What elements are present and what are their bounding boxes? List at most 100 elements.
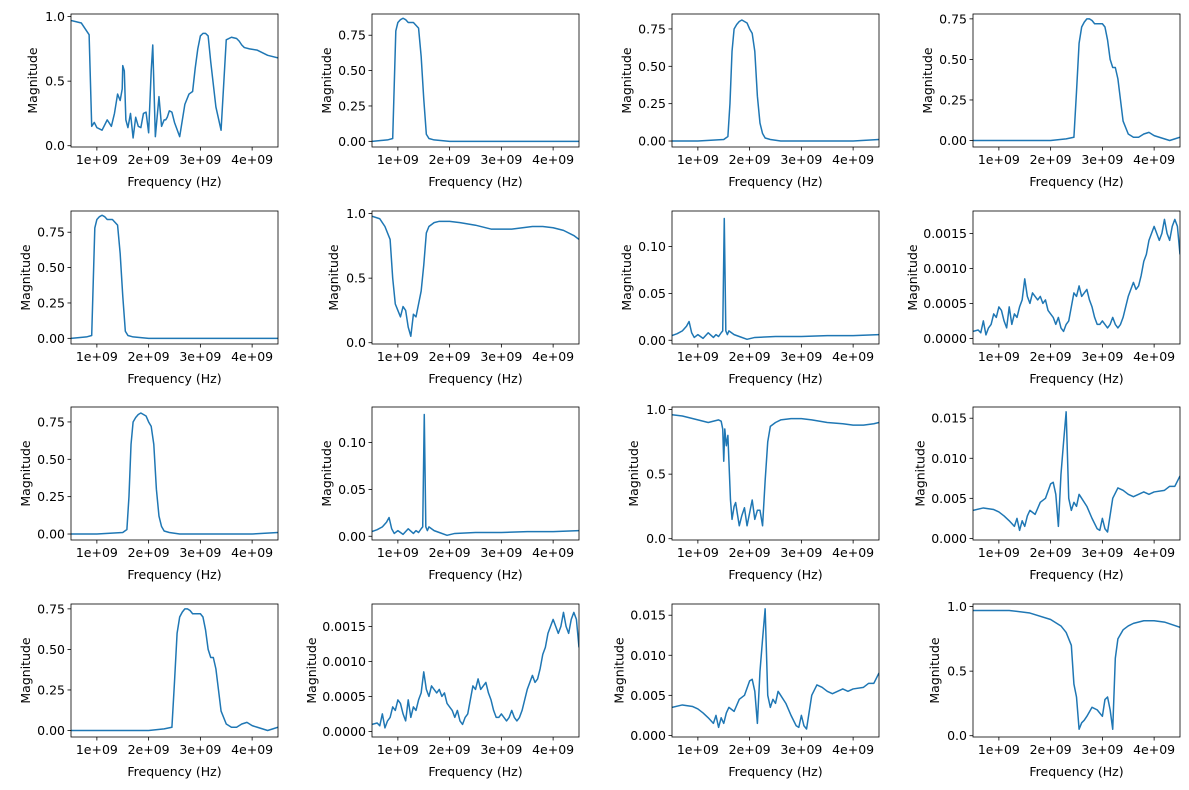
x-axis-label: Frequency (Hz) <box>1029 764 1123 779</box>
subplot-2: 1e+09 2e+09 3e+09 4e+09 0.00 0.25 0.50 0.75 Freq… <box>319 13 580 189</box>
y-tick-label: 0.000 <box>630 728 666 743</box>
y-tick-label: 0.50 <box>37 260 65 275</box>
axes-frame <box>972 13 1181 148</box>
subplot-15: 1e+09 2e+09 3e+09 4e+09 0.000 0.005 0.010 0.015… <box>612 603 880 779</box>
subplot-7: 1e+09 2e+09 3e+09 4e+09 0.00 0.05 0.10 Frequenc… <box>619 210 880 386</box>
x-tick-label: 4e+09 <box>231 152 273 167</box>
x-axis-label: Frequency (Hz) <box>728 764 822 779</box>
data-line <box>672 414 879 527</box>
y-tick-label: 0.015 <box>931 411 967 426</box>
x-tick-label: 2e+09 <box>429 545 471 560</box>
x-axis-label: Frequency (Hz) <box>127 371 221 386</box>
x-tick-label: 4e+09 <box>1133 545 1175 560</box>
subplot-10: 1e+09 2e+09 3e+09 4e+09 0.00 0.05 0.10 Frequenc… <box>319 406 580 582</box>
x-tick-label: 3e+09 <box>780 545 822 560</box>
y-axis-label: Magnitude <box>319 440 334 507</box>
x-tick-label: 3e+09 <box>1081 152 1123 167</box>
data-line <box>672 608 879 730</box>
x-tick-label: 3e+09 <box>780 152 822 167</box>
axes-frame <box>671 406 880 541</box>
y-axis-label: Magnitude <box>304 637 319 704</box>
y-tick-label: 1.0 <box>947 599 967 614</box>
x-axis-label: Frequency (Hz) <box>428 567 522 582</box>
y-tick-label: 0.00 <box>37 723 65 738</box>
x-tick-label: 1e+09 <box>377 349 419 364</box>
y-tick-label: 0.0015 <box>322 619 366 634</box>
subplot-3: 1e+09 2e+09 3e+09 4e+09 0.00 0.25 0.50 0.75 Freq… <box>619 13 880 189</box>
y-tick-label: 0.00 <box>37 331 65 346</box>
x-tick-label: 3e+09 <box>780 742 822 757</box>
y-tick-label: 0.25 <box>939 92 967 107</box>
y-tick-label: 0.010 <box>931 451 967 466</box>
x-tick-label: 4e+09 <box>832 349 874 364</box>
subplot-8: 1e+09 2e+09 3e+09 4e+09 0.0000 0.0005 0.0010 0.… <box>905 210 1181 386</box>
x-tick-label: 4e+09 <box>532 349 574 364</box>
x-axis-label: Frequency (Hz) <box>728 567 822 582</box>
x-tick-label: 3e+09 <box>480 152 522 167</box>
x-tick-label: 1e+09 <box>677 349 719 364</box>
x-axis-label: Frequency (Hz) <box>1029 567 1123 582</box>
y-tick-label: 0.00 <box>338 529 366 544</box>
y-tick-label: 0.25 <box>638 96 666 111</box>
x-tick-label: 1e+09 <box>76 349 118 364</box>
axes-frame <box>70 406 279 541</box>
y-tick-label: 0.50 <box>37 642 65 657</box>
y-tick-label: 0.0000 <box>322 724 366 739</box>
data-line <box>672 217 879 341</box>
data-line <box>372 17 579 143</box>
x-tick-label: 2e+09 <box>128 545 170 560</box>
subplot-5: 1e+09 2e+09 3e+09 4e+09 0.00 0.25 0.50 0.75 Freq… <box>18 210 279 386</box>
x-tick-label: 2e+09 <box>729 349 771 364</box>
axes-frame <box>70 210 279 345</box>
x-tick-label: 1e+09 <box>76 742 118 757</box>
subplot-4: 1e+09 2e+09 3e+09 4e+09 0.00 0.25 0.50 0.75 Freq… <box>920 11 1181 189</box>
data-line <box>973 218 1180 336</box>
x-tick-label: 4e+09 <box>231 545 273 560</box>
axes-frame <box>70 13 279 148</box>
x-tick-label: 2e+09 <box>1030 742 1072 757</box>
y-axis-label: Magnitude <box>920 47 935 114</box>
y-tick-label: 0.0 <box>947 728 967 743</box>
x-tick-label: 3e+09 <box>179 152 221 167</box>
x-tick-label: 4e+09 <box>832 742 874 757</box>
axes-frame <box>371 210 580 345</box>
y-tick-label: 0.25 <box>338 98 366 113</box>
x-tick-label: 1e+09 <box>377 152 419 167</box>
subplot-13: 1e+09 2e+09 3e+09 4e+09 0.00 0.25 0.50 0.75 Freq… <box>18 601 279 779</box>
y-tick-label: 0.10 <box>638 239 666 254</box>
data-line <box>372 413 579 537</box>
y-tick-label: 0.50 <box>939 52 967 67</box>
x-tick-label: 2e+09 <box>1030 545 1072 560</box>
y-tick-label: 0.25 <box>37 295 65 310</box>
y-tick-label: 0.0010 <box>322 654 366 669</box>
y-axis-label: Magnitude <box>927 637 942 704</box>
y-tick-label: 0.000 <box>931 531 967 546</box>
y-tick-label: 0.5 <box>346 271 366 286</box>
y-tick-label: 0.0005 <box>322 689 366 704</box>
x-tick-label: 4e+09 <box>832 545 874 560</box>
y-tick-label: 0.00 <box>638 333 666 348</box>
axes-frame <box>371 603 580 738</box>
axes-frame <box>371 406 580 541</box>
y-tick-label: 0.25 <box>37 489 65 504</box>
y-axis-label: Magnitude <box>619 47 634 114</box>
x-tick-label: 1e+09 <box>978 742 1020 757</box>
x-axis-label: Frequency (Hz) <box>127 567 221 582</box>
y-tick-label: 0.010 <box>630 648 666 663</box>
y-tick-label: 0.75 <box>37 414 65 429</box>
x-tick-label: 1e+09 <box>677 152 719 167</box>
axes-frame <box>671 13 880 148</box>
axes-frame <box>972 406 1181 541</box>
data-line <box>372 611 579 729</box>
x-tick-label: 2e+09 <box>1030 349 1072 364</box>
y-tick-label: 0.50 <box>37 452 65 467</box>
data-line <box>672 19 879 142</box>
y-tick-label: 0.05 <box>638 286 666 301</box>
x-tick-label: 2e+09 <box>429 349 471 364</box>
x-tick-label: 3e+09 <box>179 545 221 560</box>
y-tick-label: 0.0000 <box>923 331 967 346</box>
subplot-6: 1e+09 2e+09 3e+09 4e+09 0.0 0.5 1.0 Frequency (… <box>326 206 580 386</box>
subplot-12: 1e+09 2e+09 3e+09 4e+09 0.000 0.005 0.010 0.015… <box>913 406 1181 582</box>
axes-frame <box>671 210 880 345</box>
x-tick-label: 4e+09 <box>532 152 574 167</box>
